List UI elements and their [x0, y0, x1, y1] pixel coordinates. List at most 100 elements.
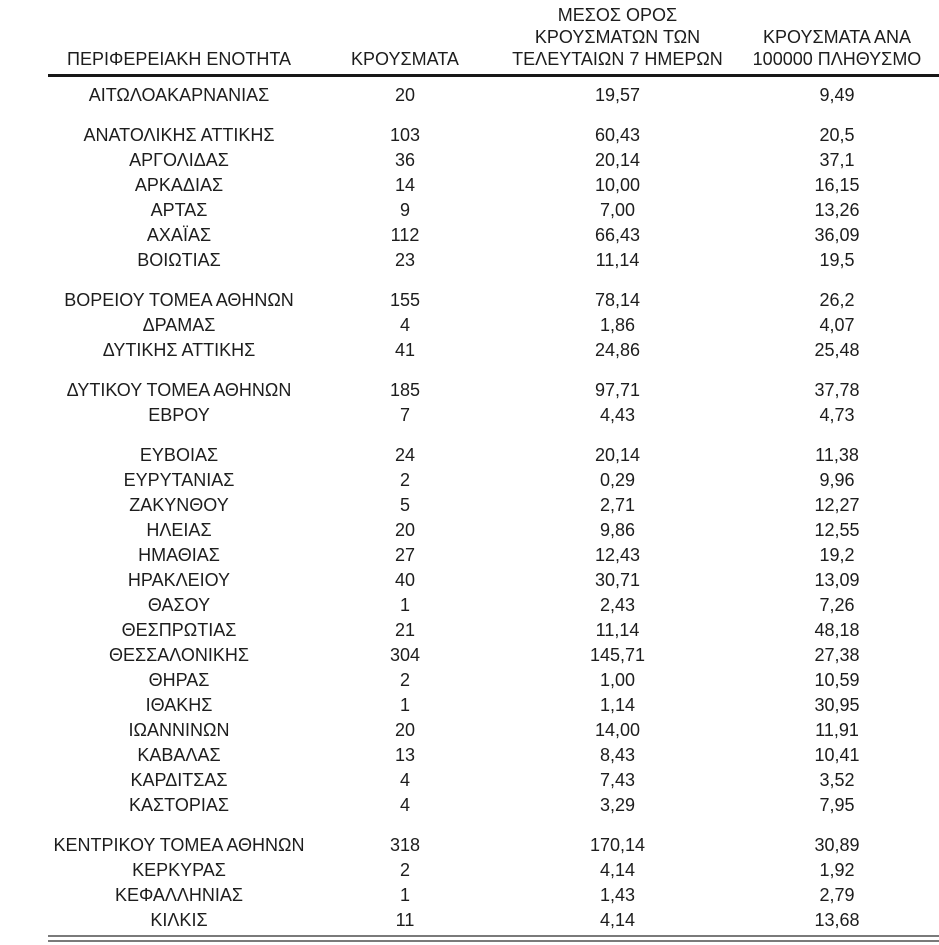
cell-cases: 155 [389, 290, 421, 310]
cell-7day-average: 30,71 [594, 570, 641, 590]
cell-cases: 41 [394, 340, 416, 360]
header-cases: ΚΡΟΥΣΜΑΤΑ [351, 49, 459, 69]
cell-cases-per-100k: 7,26 [819, 595, 855, 615]
cell-7day-average: 97,71 [594, 380, 641, 400]
cell-cases-per-100k: 13,68 [814, 910, 860, 930]
table-row: ΚΕΡΚΥΡΑΣ 2 4,14 1,92 [48, 858, 939, 883]
cell-cases-per-100k: 19,2 [819, 545, 855, 565]
cell-7day-average: 20,14 [594, 445, 641, 465]
cell-cases: 2 [399, 670, 410, 690]
cell-cases-per-100k: 12,55 [814, 520, 860, 540]
cell-cases: 14 [394, 175, 416, 195]
table-row: ΚΑΡΔΙΤΣΑΣ 4 7,43 3,52 [48, 768, 939, 793]
table-row: ΚΙΛΚΙΣ 11 4,14 13,68 [48, 908, 939, 939]
cell-region: ΙΘΑΚΗΣ [145, 695, 213, 715]
cell-7day-average: 2,43 [599, 595, 636, 615]
cell-region: ΑΧΑΪΑΣ [146, 225, 212, 245]
table-row: ΔΥΤΙΚΟΥ ΤΟΜΕΑ ΑΘΗΝΩΝ 185 97,71 37,78 [48, 363, 939, 403]
cell-region: ΑΙΤΩΛΟΑΚΑΡΝΑΝΙΑΣ [88, 85, 270, 105]
cell-region: ΚΕΡΚΥΡΑΣ [132, 860, 226, 880]
cell-cases-per-100k: 37,78 [814, 380, 860, 400]
cell-cases: 36 [394, 150, 416, 170]
cell-cases: 1 [399, 695, 410, 715]
cell-cases-per-100k: 13,09 [814, 570, 860, 590]
cell-cases: 112 [390, 225, 420, 245]
cell-cases-per-100k: 12,27 [814, 495, 860, 515]
header-row: ΠΕΡΙΦΕΡΕΙΑΚΗ ΕΝΟΤΗΤΑ ΚΡΟΥΣΜΑΤΑ ΜΕΣΟΣ ΟΡΟ… [48, 0, 939, 76]
cell-7day-average: 66,43 [594, 225, 641, 245]
cell-region: ΚΑΡΔΙΤΣΑΣ [130, 770, 228, 790]
cell-cases: 4 [399, 315, 410, 335]
table-row: ΘΑΣΟΥ 1 2,43 7,26 [48, 593, 939, 618]
cell-region: ΒΟΡΕΙΟΥ ΤΟΜΕΑ ΑΘΗΝΩΝ [64, 290, 294, 310]
cell-cases-per-100k: 30,89 [814, 835, 860, 855]
cell-region: ΚΑΣΤΟΡΙΑΣ [129, 795, 229, 815]
cell-region: ΔΡΑΜΑΣ [142, 315, 216, 335]
cell-region: ΔΥΤΙΚΗΣ ΑΤΤΙΚΗΣ [102, 340, 256, 360]
cell-7day-average: 12,43 [594, 545, 641, 565]
cell-cases-per-100k: 26,2 [819, 290, 855, 310]
cell-region: ΕΒΡΟΥ [148, 405, 210, 425]
cell-cases-per-100k: 10,41 [814, 745, 860, 765]
table-row: ΙΘΑΚΗΣ 1 1,14 30,95 [48, 693, 939, 718]
cell-cases-per-100k: 2,79 [819, 885, 855, 905]
cell-region: ΑΡΚΑΔΙΑΣ [134, 175, 224, 195]
cell-region: ΔΥΤΙΚΟΥ ΤΟΜΕΑ ΑΘΗΝΩΝ [66, 380, 292, 400]
cell-cases-per-100k: 27,38 [814, 645, 860, 665]
table-row: ΑΙΤΩΛΟΑΚΑΡΝΑΝΙΑΣ 20 19,57 9,49 [48, 76, 939, 109]
cell-cases-per-100k: 25,48 [814, 340, 860, 360]
cell-7day-average: 11,14 [595, 250, 640, 270]
cell-7day-average: 14,00 [594, 720, 641, 740]
cell-7day-average: 1,14 [599, 695, 636, 715]
cell-cases-per-100k: 20,5 [819, 125, 855, 145]
cell-region: ΚΕΦΑΛΛΗΝΙΑΣ [114, 885, 244, 905]
cell-7day-average: 20,14 [594, 150, 641, 170]
cell-7day-average: 7,43 [599, 770, 636, 790]
cell-cases-per-100k: 48,18 [814, 620, 860, 640]
regional-cases-table: ΠΕΡΙΦΕΡΕΙΑΚΗ ΕΝΟΤΗΤΑ ΚΡΟΥΣΜΑΤΑ ΜΕΣΟΣ ΟΡΟ… [48, 0, 939, 942]
cell-7day-average: 2,71 [599, 495, 636, 515]
cell-cases: 7 [399, 405, 410, 425]
cell-7day-average: 9,86 [599, 520, 636, 540]
table-row: ΔΡΑΜΑΣ 4 1,86 4,07 [48, 313, 939, 338]
cell-7day-average: 4,43 [599, 405, 636, 425]
table-row: ΘΗΡΑΣ 2 1,00 10,59 [48, 668, 939, 693]
cell-region: ΕΥΒΟΙΑΣ [139, 445, 219, 465]
cell-cases: 318 [389, 835, 421, 855]
cell-cases: 1 [399, 885, 410, 905]
table-row: ΒΟΡΕΙΟΥ ΤΟΜΕΑ ΑΘΗΝΩΝ 155 78,14 26,2 [48, 273, 939, 313]
cell-cases: 20 [394, 520, 416, 540]
cell-region: ΒΟΙΩΤΙΑΣ [137, 250, 221, 270]
cell-7day-average: 78,14 [594, 290, 641, 310]
cell-region: ΘΕΣΣΑΛΟΝΙΚΗΣ [108, 645, 250, 665]
cell-cases-per-100k: 11,91 [815, 720, 859, 740]
table-row: ΑΧΑΪΑΣ 112 66,43 36,09 [48, 223, 939, 248]
cell-cases: 1 [399, 595, 410, 615]
cell-cases: 21 [394, 620, 416, 640]
cell-cases: 20 [394, 85, 416, 105]
cell-region: ΗΡΑΚΛΕΙΟΥ [127, 570, 231, 590]
header-regional-unit: ΠΕΡΙΦΕΡΕΙΑΚΗ ΕΝΟΤΗΤΑ [66, 49, 292, 69]
cell-cases: 2 [399, 470, 410, 490]
cell-7day-average: 7,00 [599, 200, 636, 220]
table-row: ΚΕΦΑΛΛΗΝΙΑΣ 1 1,43 2,79 [48, 883, 939, 908]
cell-region: ΚΑΒΑΛΑΣ [137, 745, 221, 765]
cell-7day-average: 170,14 [589, 835, 646, 855]
table-row: ΗΡΑΚΛΕΙΟΥ 40 30,71 13,09 [48, 568, 939, 593]
cell-cases: 103 [389, 125, 421, 145]
cell-region: ΖΑΚΥΝΘΟΥ [129, 495, 229, 515]
cell-7day-average: 3,29 [599, 795, 636, 815]
cell-region: ΚΕΝΤΡΙΚΟΥ ΤΟΜΕΑ ΑΘΗΝΩΝ [53, 835, 305, 855]
table-row: ΑΝΑΤΟΛΙΚΗΣ ΑΤΤΙΚΗΣ 103 60,43 20,5 [48, 108, 939, 148]
table-row: ΗΛΕΙΑΣ 20 9,86 12,55 [48, 518, 939, 543]
table-row: ΕΥΡΥΤΑΝΙΑΣ 2 0,29 9,96 [48, 468, 939, 493]
cell-region: ΘΗΡΑΣ [148, 670, 210, 690]
table-row: ΔΥΤΙΚΗΣ ΑΤΤΙΚΗΣ 41 24,86 25,48 [48, 338, 939, 363]
cell-7day-average: 60,43 [594, 125, 641, 145]
cell-7day-average: 4,14 [599, 910, 636, 930]
table-body: ΑΙΤΩΛΟΑΚΑΡΝΑΝΙΑΣ 20 19,57 9,49 ΑΝΑΤΟΛΙΚΗΣ ΑΤ… [48, 76, 939, 939]
cell-cases: 11 [395, 910, 415, 930]
cell-cases: 2 [399, 860, 410, 880]
cell-cases-per-100k: 16,15 [814, 175, 860, 195]
